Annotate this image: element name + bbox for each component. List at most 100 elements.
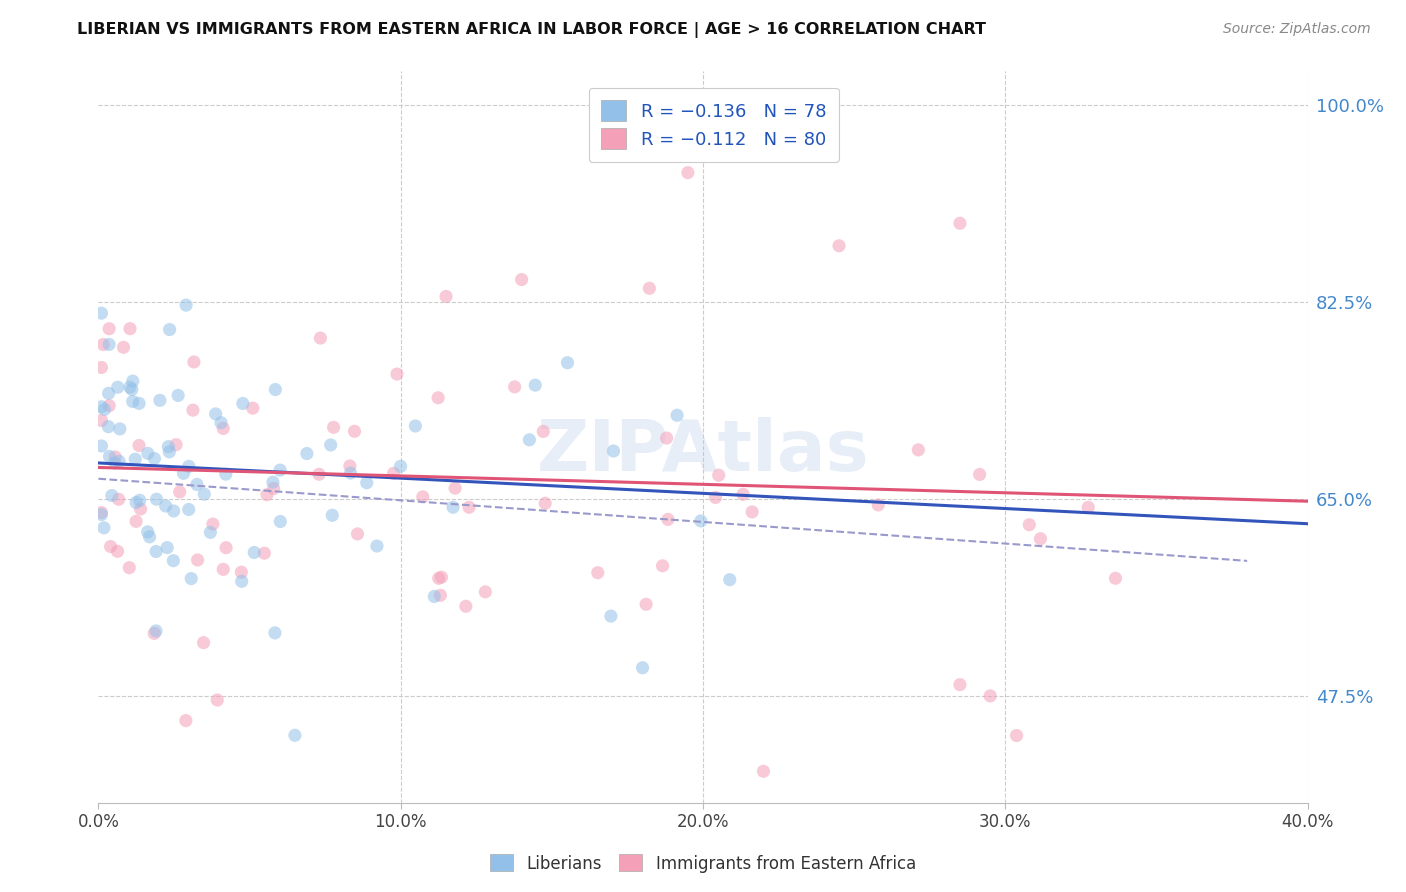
Point <box>1104 571 1126 585</box>
Point <box>322 420 344 434</box>
Point <box>949 216 972 230</box>
Point <box>269 515 291 529</box>
Point <box>100 540 122 554</box>
Point <box>215 541 238 555</box>
Point <box>121 374 143 388</box>
Point <box>557 356 579 370</box>
Point <box>201 516 224 531</box>
Point <box>339 466 361 480</box>
Point <box>503 380 526 394</box>
Point <box>474 585 496 599</box>
Point <box>264 383 287 397</box>
Point <box>1077 500 1099 515</box>
Point <box>97 419 120 434</box>
Point <box>458 500 481 515</box>
Point <box>177 502 200 516</box>
Point <box>128 493 150 508</box>
Point <box>269 463 291 477</box>
Point <box>101 489 124 503</box>
Point <box>162 554 184 568</box>
Point <box>91 337 114 351</box>
Text: LIBERIAN VS IMMIGRANTS FROM EASTERN AFRICA IN LABOR FORCE | AGE > 16 CORRELATION: LIBERIAN VS IMMIGRANTS FROM EASTERN AFRI… <box>77 22 987 38</box>
Point <box>1029 532 1052 546</box>
Point <box>262 475 284 490</box>
Point <box>136 524 159 539</box>
Point <box>949 678 972 692</box>
Point <box>510 272 533 286</box>
Point <box>112 340 135 354</box>
Point <box>689 514 711 528</box>
Point <box>157 440 180 454</box>
Point <box>212 562 235 576</box>
Point <box>231 574 253 589</box>
Point <box>657 512 679 526</box>
Point <box>138 530 160 544</box>
Point <box>173 467 195 481</box>
Point <box>969 467 991 482</box>
Point <box>309 331 332 345</box>
Point <box>600 609 623 624</box>
Point <box>666 409 689 423</box>
Point <box>264 626 287 640</box>
Point <box>177 459 200 474</box>
Point <box>232 396 254 410</box>
Point <box>704 491 727 505</box>
Point <box>907 442 929 457</box>
Point <box>209 416 232 430</box>
Point <box>430 570 453 584</box>
Point <box>602 444 624 458</box>
Point <box>162 504 184 518</box>
Point <box>427 571 450 585</box>
Point <box>174 714 197 728</box>
Point <box>98 399 121 413</box>
Point <box>98 322 121 336</box>
Point <box>97 386 120 401</box>
Point <box>169 484 191 499</box>
Point <box>253 546 276 560</box>
Point <box>128 438 150 452</box>
Point <box>434 289 457 303</box>
Point <box>346 527 368 541</box>
Point <box>444 481 467 495</box>
Point <box>90 508 112 522</box>
Point <box>104 456 127 470</box>
Point <box>215 467 238 482</box>
Point <box>200 525 222 540</box>
Point <box>1005 729 1028 743</box>
Point <box>366 539 388 553</box>
Point <box>441 500 464 515</box>
Legend: R = −0.136   N = 78, R = −0.112   N = 80: R = −0.136 N = 78, R = −0.112 N = 80 <box>589 87 839 162</box>
Point <box>412 490 434 504</box>
Point <box>90 400 112 414</box>
Point <box>242 401 264 416</box>
Point <box>118 560 141 574</box>
Point <box>121 383 143 397</box>
Point <box>231 565 253 579</box>
Point <box>187 553 209 567</box>
Point <box>655 431 678 445</box>
Point <box>183 355 205 369</box>
Point <box>295 446 318 460</box>
Point <box>752 764 775 779</box>
Legend: Liberians, Immigrants from Eastern Africa: Liberians, Immigrants from Eastern Afric… <box>484 847 922 880</box>
Point <box>149 393 172 408</box>
Point <box>385 367 408 381</box>
Point <box>308 467 330 482</box>
Point <box>181 403 204 417</box>
Point <box>204 407 226 421</box>
Point <box>319 438 342 452</box>
Point <box>741 505 763 519</box>
Point <box>167 388 190 402</box>
Point <box>979 689 1001 703</box>
Point <box>343 425 366 439</box>
Point <box>125 515 148 529</box>
Point <box>586 566 609 580</box>
Point <box>263 482 285 496</box>
Point <box>186 477 208 491</box>
Point <box>524 378 547 392</box>
Point <box>454 599 477 614</box>
Point <box>121 394 143 409</box>
Point <box>107 544 129 558</box>
Point <box>159 322 181 336</box>
Point <box>718 573 741 587</box>
